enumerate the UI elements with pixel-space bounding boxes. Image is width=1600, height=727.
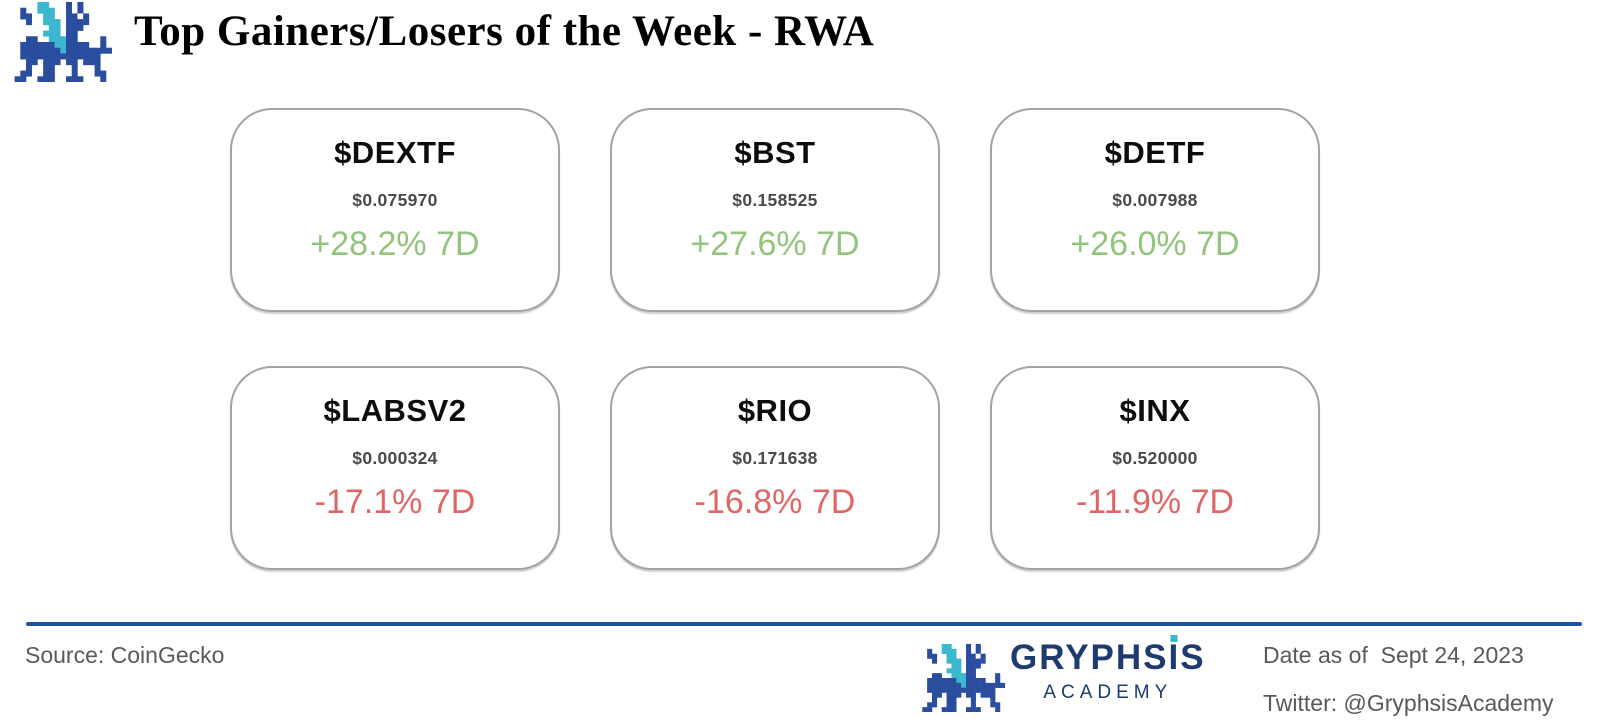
token-change-7d: +28.2% 7D: [310, 225, 480, 263]
token-ticker: $BST: [734, 135, 816, 170]
token-change-7d: +26.0% 7D: [1070, 225, 1240, 263]
token-ticker: $INX: [1119, 393, 1191, 428]
token-ticker: $DEXTF: [334, 135, 456, 170]
gryphsis-wordmark: GRYPHSIS ACADEMY: [1010, 640, 1206, 703]
page-title: Top Gainers/Losers of the Week - RWA: [134, 8, 875, 55]
brand-name-post: S: [1180, 638, 1206, 677]
token-card-labsv2: $LABSV2 $0.000324 -17.1% 7D: [230, 366, 560, 570]
gryphsis-dragon-icon: [14, 2, 112, 82]
token-change-7d: +27.6% 7D: [690, 225, 860, 263]
token-price: $0.171638: [732, 448, 818, 468]
token-price: $0.158525: [732, 190, 818, 210]
token-change-7d: -17.1% 7D: [314, 483, 476, 521]
token-price: $0.075970: [352, 190, 438, 210]
token-card-rio: $RIO $0.171638 -16.8% 7D: [610, 366, 940, 570]
gryphsis-dragon-icon: [922, 644, 1006, 712]
token-ticker: $RIO: [737, 393, 813, 428]
brand-name: GRYPHSIS: [1010, 640, 1206, 676]
token-price: $0.000324: [352, 448, 438, 468]
token-card-grid: $DEXTF $0.075970 +28.2% 7D $BST $0.15852…: [230, 108, 1320, 570]
token-card-inx: $INX $0.520000 -11.9% 7D: [990, 366, 1320, 570]
token-change-7d: -11.9% 7D: [1075, 483, 1235, 521]
token-ticker: $LABSV2: [323, 393, 467, 428]
footer-meta: Date as of Sept 24, 2023 Twitter: @Gryph…: [1263, 642, 1553, 717]
brand-subtitle: ACADEMY: [1043, 682, 1173, 703]
source-label: Source: CoinGecko: [25, 642, 225, 668]
token-card-dextf: $DEXTF $0.075970 +28.2% 7D: [230, 108, 560, 312]
footer-divider: [26, 622, 1582, 626]
token-change-7d: -16.8% 7D: [694, 483, 856, 521]
brand-name-pre: GRYPHS: [1010, 638, 1169, 677]
token-price: $0.007988: [1112, 190, 1198, 210]
brand-name-dotted-i: I: [1168, 638, 1181, 677]
token-ticker: $DETF: [1104, 135, 1206, 170]
twitter-handle: Twitter: @GryphsisAcademy: [1263, 690, 1554, 716]
token-card-bst: $BST $0.158525 +27.6% 7D: [610, 108, 940, 312]
date-label: Date as of Sept 24, 2023: [1263, 642, 1524, 668]
token-price: $0.520000: [1112, 448, 1198, 468]
token-card-detf: $DETF $0.007988 +26.0% 7D: [990, 108, 1320, 312]
